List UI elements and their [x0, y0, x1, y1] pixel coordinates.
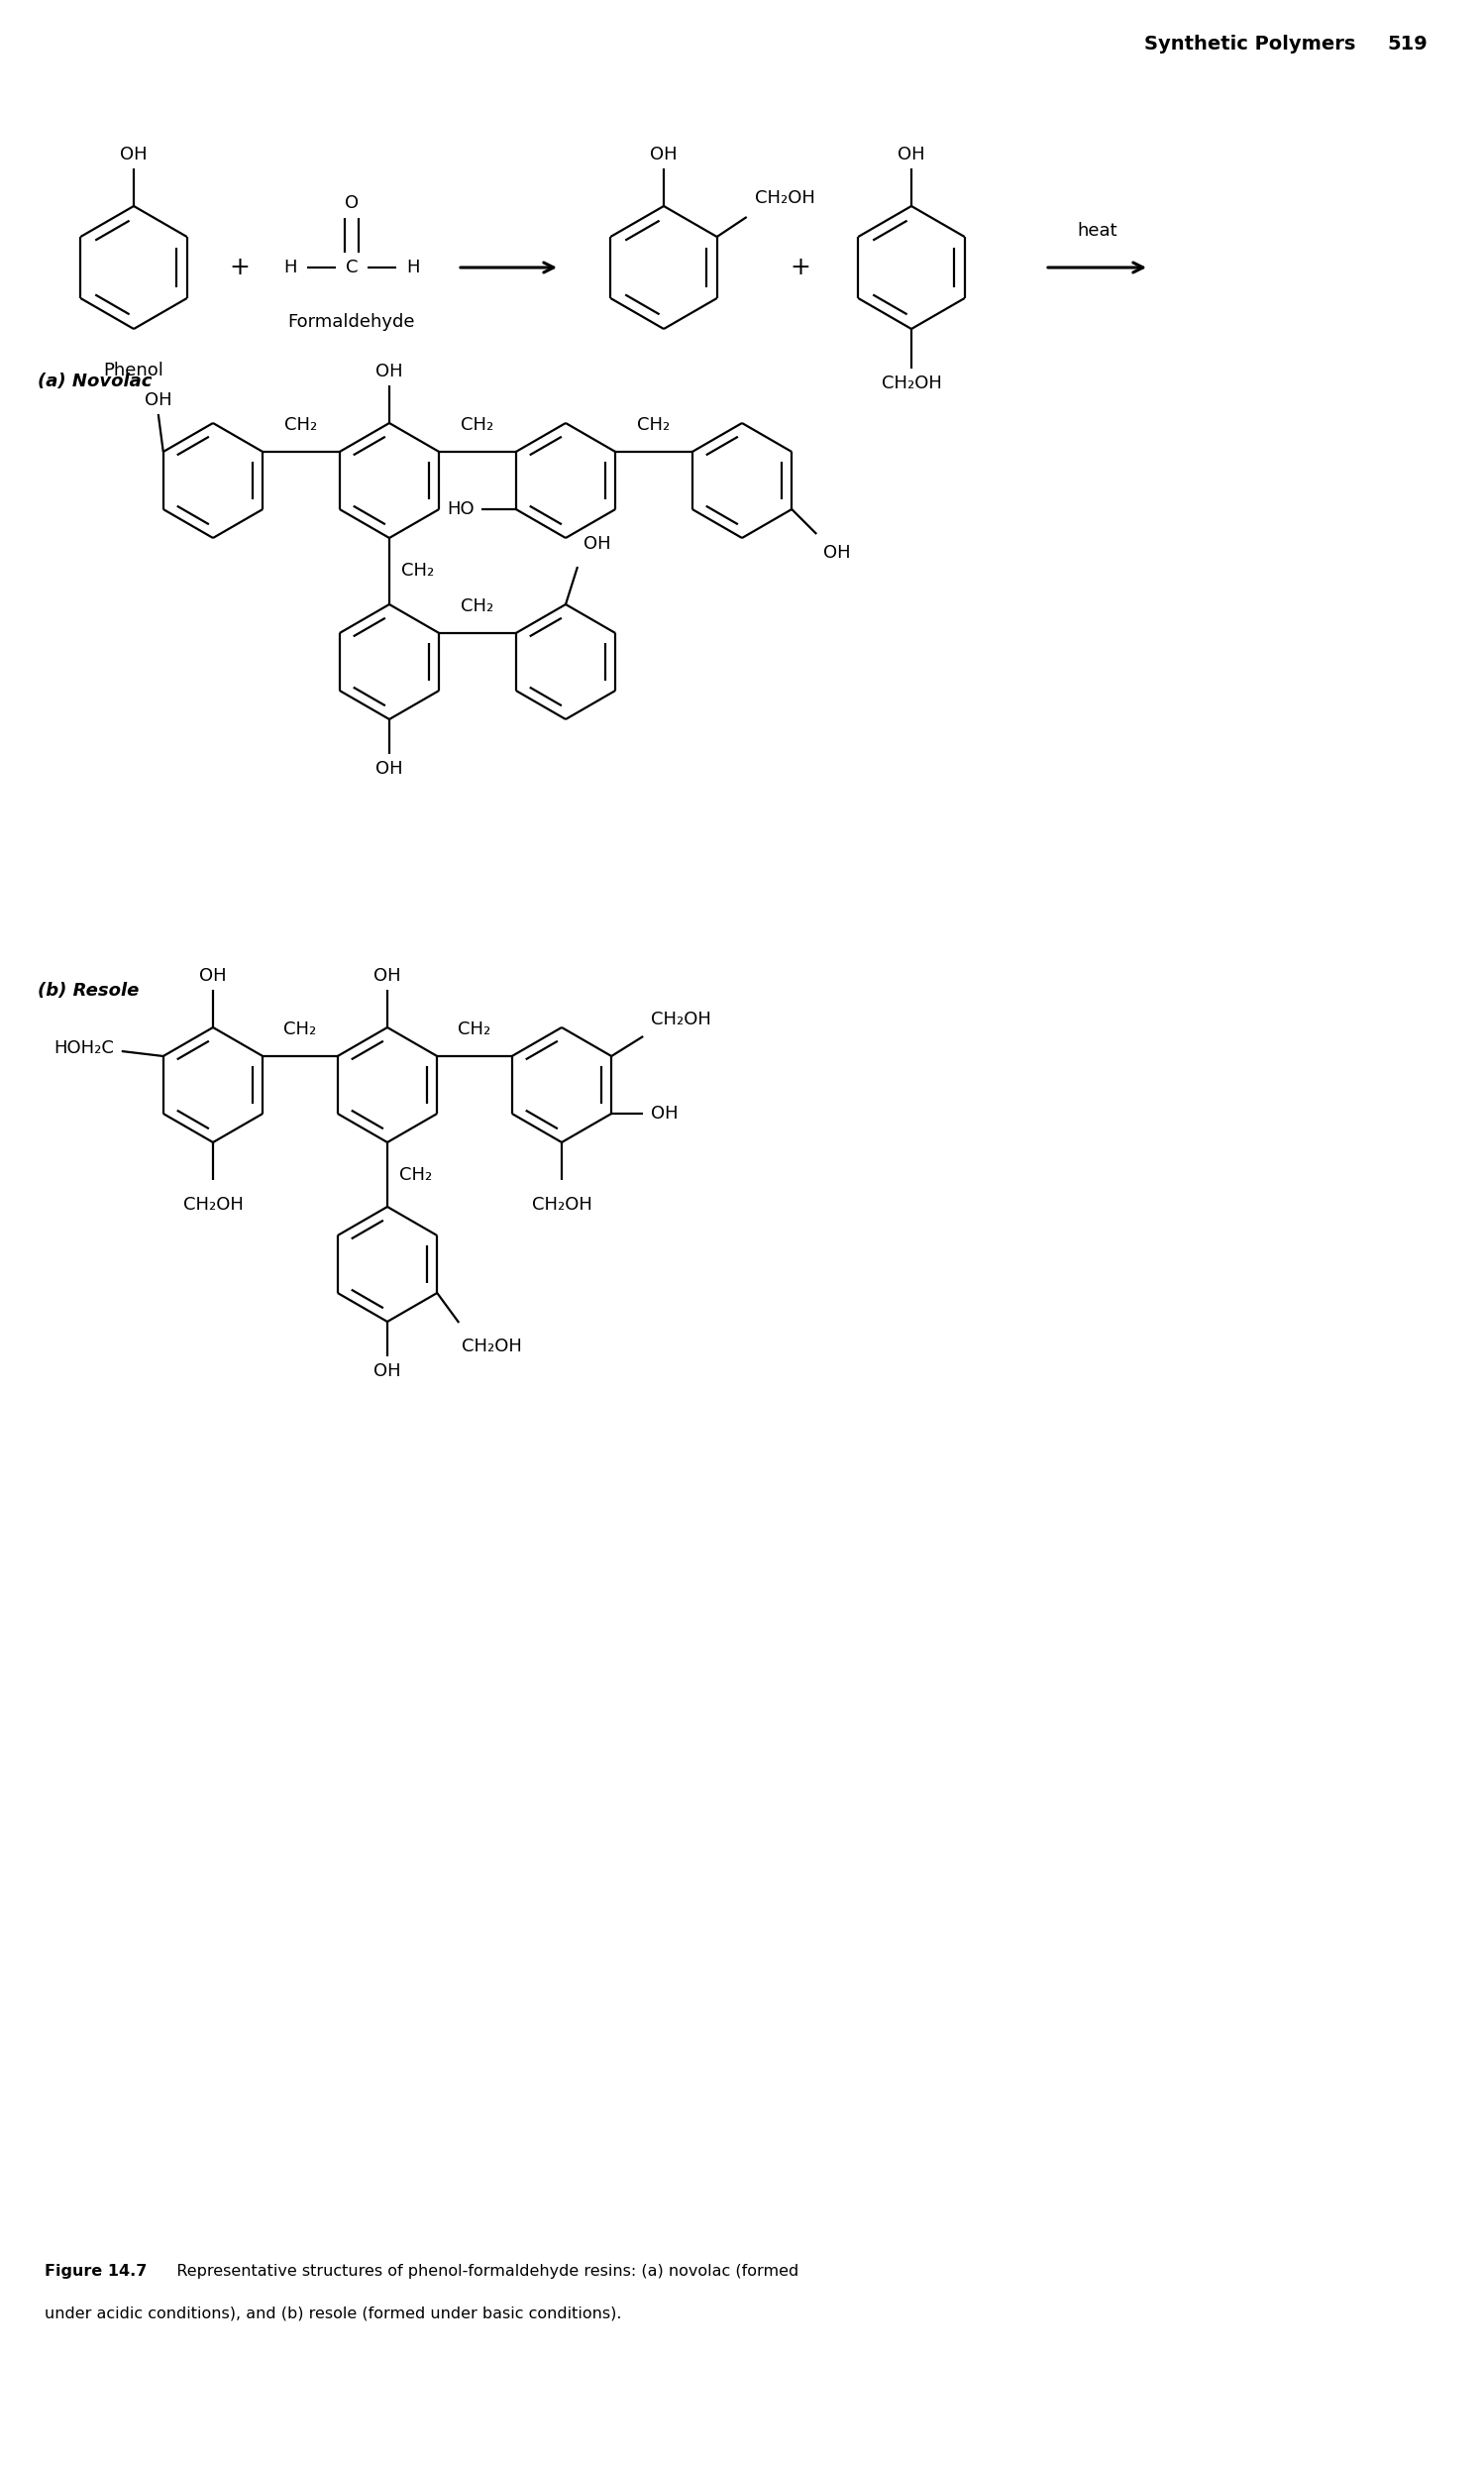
Text: 519: 519 — [1388, 35, 1428, 54]
Text: CH₂: CH₂ — [462, 597, 494, 614]
Text: heat: heat — [1077, 222, 1117, 239]
Text: CH₂OH: CH₂OH — [183, 1196, 243, 1214]
Text: OH: OH — [199, 967, 227, 984]
Text: OH: OH — [374, 967, 401, 984]
Text: (b) Resole: (b) Resole — [37, 982, 139, 999]
Text: OH: OH — [374, 1362, 401, 1379]
Text: CH₂OH: CH₂OH — [881, 375, 941, 392]
Text: OH: OH — [651, 1105, 678, 1122]
Text: OH: OH — [120, 146, 147, 163]
Text: CH₂: CH₂ — [399, 1164, 432, 1184]
Text: +: + — [230, 257, 251, 279]
Text: CH₂OH: CH₂OH — [462, 1337, 522, 1354]
Text: HOH₂C: HOH₂C — [53, 1039, 114, 1058]
Text: OH: OH — [375, 760, 404, 777]
Text: CH₂: CH₂ — [462, 417, 494, 434]
Text: Formaldehyde: Formaldehyde — [288, 313, 416, 331]
Text: CH₂: CH₂ — [459, 1021, 491, 1039]
Text: Synthetic Polymers: Synthetic Polymers — [1144, 35, 1355, 54]
Text: H: H — [407, 259, 420, 276]
Text: HO: HO — [447, 501, 475, 518]
Text: CH₂: CH₂ — [637, 417, 671, 434]
Text: OH: OH — [650, 146, 677, 163]
Text: OH: OH — [898, 146, 925, 163]
Text: H: H — [283, 259, 297, 276]
Text: CH₂: CH₂ — [283, 1021, 316, 1039]
Text: under acidic conditions), and (b) resole (formed under basic conditions).: under acidic conditions), and (b) resole… — [45, 2307, 622, 2321]
Text: Representative structures of phenol-formaldehyde resins: (a) novolac (formed: Representative structures of phenol-form… — [162, 2265, 798, 2280]
Text: OH: OH — [583, 535, 611, 553]
Text: C: C — [346, 259, 358, 276]
Text: OH: OH — [824, 543, 850, 562]
Text: O: O — [344, 195, 359, 212]
Text: CH₂OH: CH₂OH — [531, 1196, 592, 1214]
Text: Figure 14.7: Figure 14.7 — [45, 2265, 147, 2280]
Text: CH₂: CH₂ — [285, 417, 318, 434]
Text: Phenol: Phenol — [104, 363, 163, 380]
Text: OH: OH — [375, 363, 404, 380]
Text: CH₂OH: CH₂OH — [651, 1011, 711, 1029]
Text: (a) Novolac: (a) Novolac — [37, 373, 151, 390]
Text: OH: OH — [144, 392, 172, 410]
Text: CH₂OH: CH₂OH — [754, 190, 815, 207]
Text: +: + — [789, 257, 810, 279]
Text: CH₂: CH₂ — [401, 562, 435, 580]
